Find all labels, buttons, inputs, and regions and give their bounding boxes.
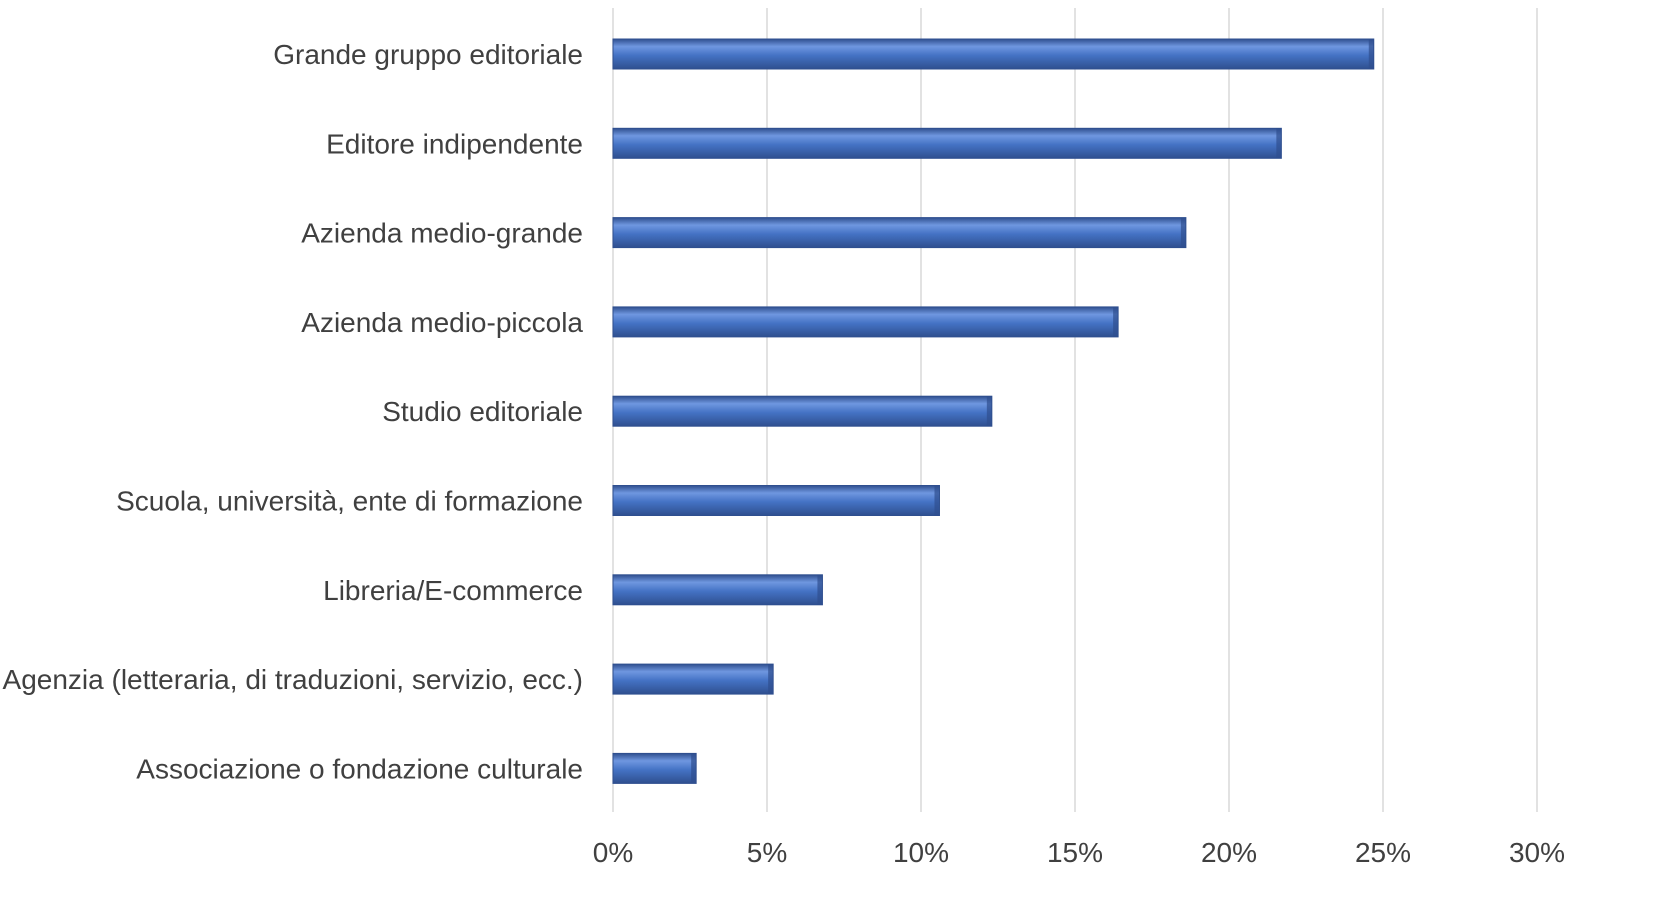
bar bbox=[612, 752, 697, 784]
bar-bevel bbox=[817, 574, 823, 605]
category-label: Azienda medio-piccola bbox=[301, 307, 583, 338]
x-tick-label: 0% bbox=[593, 837, 633, 868]
category-label: Studio editoriale bbox=[382, 396, 583, 427]
x-tick-label: 15% bbox=[1047, 837, 1103, 868]
bar bbox=[612, 38, 1375, 70]
category-label: Editore indipendente bbox=[326, 128, 583, 159]
bar-bevel bbox=[1113, 306, 1119, 337]
bar-body bbox=[612, 663, 774, 695]
bar bbox=[612, 306, 1119, 338]
bar-bevel bbox=[1180, 217, 1186, 248]
category-label: Libreria/E-commerce bbox=[323, 575, 583, 606]
bar bbox=[612, 395, 993, 427]
category-label: Scuola, università, ente di formazione bbox=[116, 486, 583, 517]
bar bbox=[612, 663, 774, 695]
bar-body bbox=[612, 306, 1119, 338]
category-label: Azienda medio-grande bbox=[301, 218, 583, 249]
bar-body bbox=[612, 38, 1375, 70]
bars bbox=[612, 38, 1375, 784]
x-axis-tick-labels: 0% 5% 10% 15% 20% 25% 30% bbox=[593, 837, 1565, 868]
x-tick-label: 25% bbox=[1355, 837, 1411, 868]
bar-body bbox=[612, 217, 1187, 249]
bar bbox=[612, 217, 1187, 249]
bar-bevel bbox=[1276, 128, 1282, 159]
x-tick-label: 20% bbox=[1201, 837, 1257, 868]
category-label: Associazione o fondazione culturale bbox=[136, 753, 583, 784]
bar bbox=[612, 485, 940, 516]
bar-body bbox=[612, 127, 1282, 159]
category-label: Grande gruppo editoriale bbox=[273, 39, 583, 70]
x-tick-label: 10% bbox=[893, 837, 949, 868]
bar-bevel bbox=[986, 396, 992, 427]
bar bbox=[612, 127, 1282, 159]
bar-body bbox=[612, 395, 993, 427]
bar-body bbox=[612, 485, 940, 516]
category-label: Agenzia (letteraria, di traduzioni, serv… bbox=[3, 664, 583, 695]
bar-bevel bbox=[691, 753, 697, 784]
x-tick-label: 5% bbox=[747, 837, 787, 868]
bar-bevel bbox=[768, 664, 774, 695]
x-tick-label: 30% bbox=[1509, 837, 1565, 868]
bar-body bbox=[612, 574, 823, 606]
bar-bevel bbox=[1368, 39, 1374, 69]
category-labels: Grande gruppo editoriale Editore indipend… bbox=[3, 39, 584, 784]
bar bbox=[612, 574, 823, 606]
bar-body bbox=[612, 752, 697, 784]
bar-bevel bbox=[934, 485, 940, 516]
